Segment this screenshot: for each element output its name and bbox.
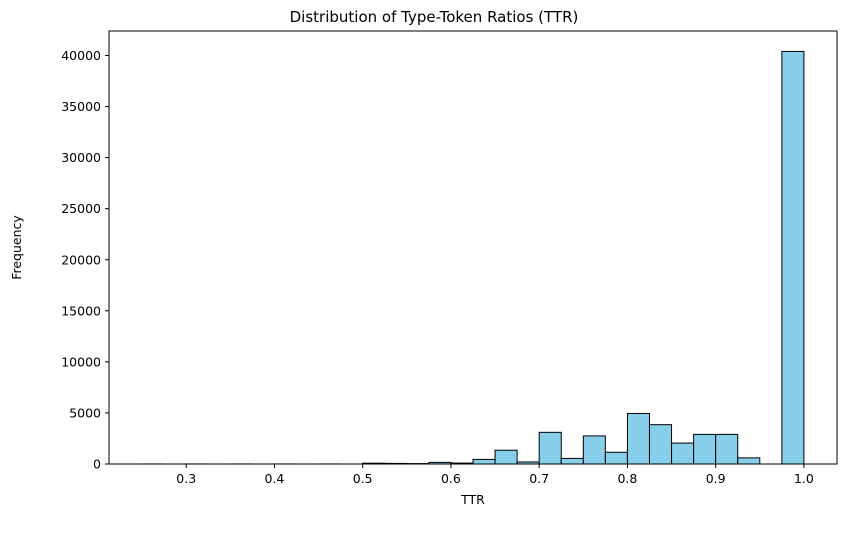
y-tick-label: 30000 (61, 150, 101, 165)
y-tick-label: 0 (93, 457, 101, 472)
y-axis-ticks: 0 5000 10000 15000 20000 25000 30000 35000 40000 (61, 48, 109, 472)
histogram-bar (626, 412, 650, 465)
histogram-bar (560, 457, 584, 465)
histogram-bar (472, 458, 496, 465)
x-axis-label: TTR (460, 492, 485, 507)
x-axis-ticks: 0.3 0.4 0.5 0.6 0.7 0.8 0.9 1.0 (176, 464, 814, 486)
histogram-bar (693, 433, 717, 465)
y-tick-label: 15000 (61, 303, 101, 318)
bars-group (141, 50, 805, 465)
y-tick-label: 20000 (61, 252, 101, 267)
histogram-bar (582, 435, 606, 465)
y-axis-label: Frequency (9, 215, 24, 280)
y-tick-label: 25000 (61, 201, 101, 216)
histogram-bar (737, 457, 761, 465)
x-tick-label: 0.4 (265, 471, 285, 486)
y-tick-label: 35000 (61, 99, 101, 114)
x-tick-label: 1.0 (794, 471, 814, 486)
histogram-bar (671, 442, 695, 465)
x-tick-label: 0.8 (617, 471, 637, 486)
histogram-bar (648, 424, 673, 465)
chart-title: Distribution of Type-Token Ratios (TTR) (290, 8, 579, 26)
histogram-bar (494, 449, 518, 465)
y-tick-label: 5000 (69, 405, 101, 420)
y-tick-label: 40000 (61, 48, 101, 63)
x-tick-label: 0.7 (529, 471, 549, 486)
x-tick-label: 0.6 (441, 471, 461, 486)
x-tick-label: 0.3 (176, 471, 196, 486)
plot-frame (108, 30, 838, 465)
x-tick-label: 0.9 (706, 471, 726, 486)
x-tick-label: 0.5 (353, 471, 373, 486)
histogram-bar (715, 433, 739, 465)
histogram-bar (538, 431, 562, 465)
histogram-bar (781, 50, 805, 465)
y-tick-label: 10000 (61, 354, 101, 369)
histogram-bar (604, 451, 628, 465)
